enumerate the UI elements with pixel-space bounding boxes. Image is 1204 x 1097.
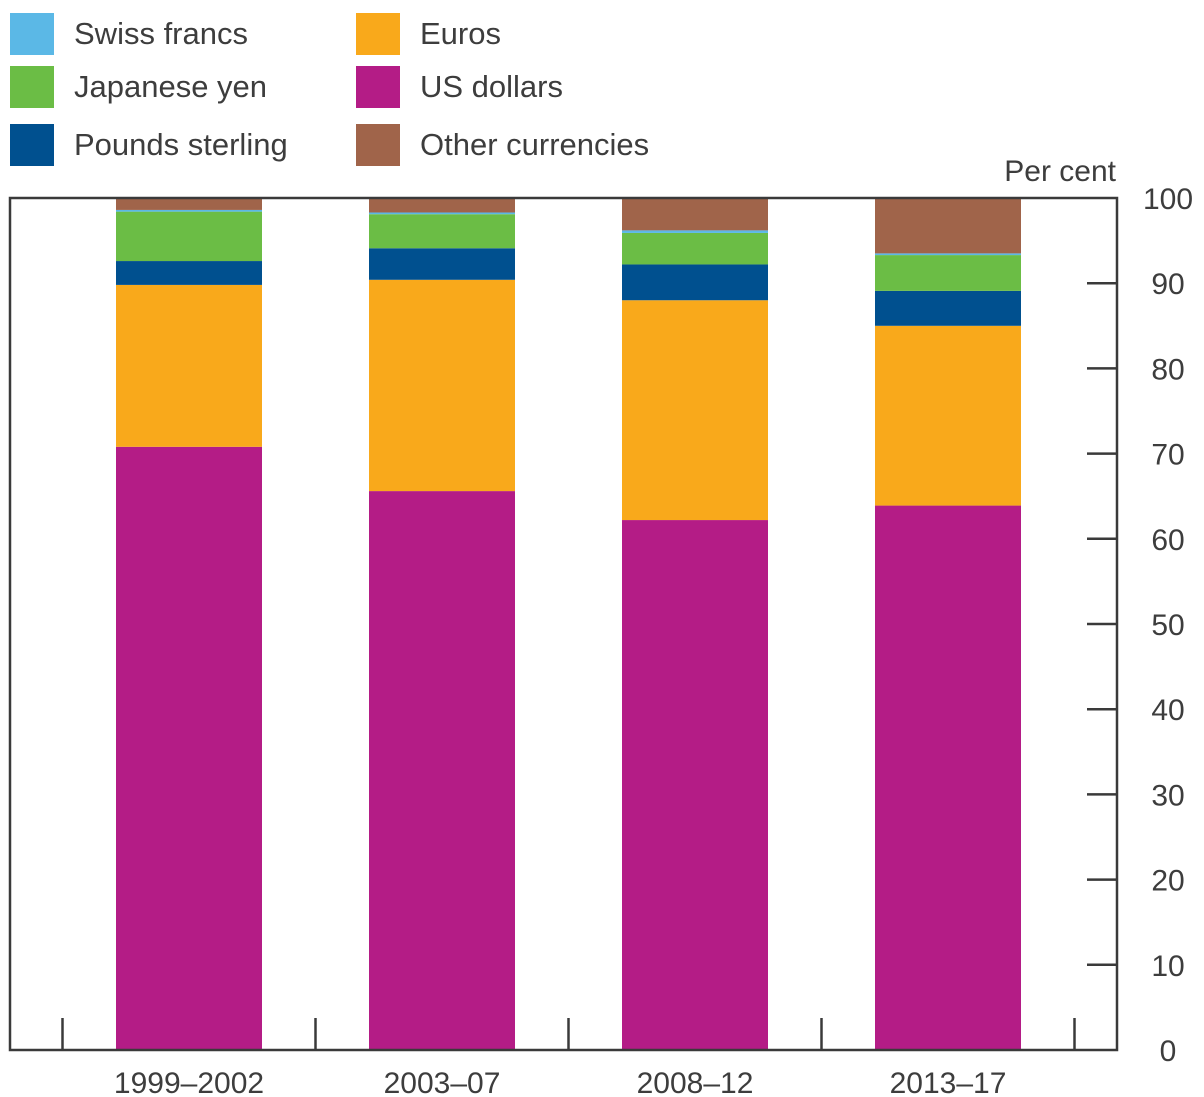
bar-segment-euros	[875, 325, 1021, 506]
y-tick-label: 0	[1160, 1035, 1177, 1068]
bar-segment-other-currencies	[369, 198, 515, 213]
bars-group	[116, 198, 1021, 1050]
y-tick-label: 50	[1151, 609, 1184, 642]
bar-segment-other-currencies	[116, 198, 262, 210]
bar-segment-swiss-francs	[116, 209, 262, 212]
y-tick-label: 80	[1151, 353, 1184, 386]
legend-swatch	[10, 66, 54, 108]
y-tick-label: 20	[1151, 865, 1184, 898]
legend-item-swiss-francs: Swiss francs	[10, 12, 248, 56]
bar-segment-swiss-francs	[369, 212, 515, 215]
x-tick-label: 1999–2002	[114, 1067, 264, 1097]
bar-segment-japanese-yen	[875, 255, 1021, 291]
x-tick-label: 2003–07	[384, 1067, 501, 1097]
legend-item-japanese-yen: Japanese yen	[10, 65, 267, 109]
legend-label: US dollars	[420, 69, 563, 104]
x-tick-label: 2008–12	[637, 1067, 754, 1097]
legend-swatch	[10, 124, 54, 166]
x-axis: 1999–2002 2003–07 2008–12 2013–17	[61, 1018, 1076, 1097]
y-tick-label: 10	[1151, 950, 1184, 983]
legend-swatch	[356, 13, 400, 55]
y-tick-label: 40	[1151, 694, 1184, 727]
bar-segment-us-dollars	[622, 520, 768, 1050]
bar-segment-pounds-sterling	[622, 264, 768, 301]
y-tick-label: 30	[1151, 779, 1184, 812]
legend-swatch	[356, 66, 400, 108]
bar-segment-pounds-sterling	[116, 261, 262, 285]
legend-swatch	[356, 124, 400, 166]
y-tick-label: 90	[1151, 268, 1184, 301]
legend-label: Japanese yen	[74, 69, 268, 104]
legend-item-us-dollars: US dollars	[356, 65, 563, 109]
bar-segment-us-dollars	[369, 491, 515, 1050]
legend-label: Swiss francs	[74, 16, 248, 51]
bar-segment-japanese-yen	[369, 214, 515, 249]
y-tick-label: 100	[1143, 183, 1193, 216]
bar-segment-euros	[369, 279, 515, 492]
bar-segment-euros	[116, 284, 262, 447]
bar-segment-swiss-francs	[875, 253, 1021, 256]
bar-segment-japanese-yen	[622, 232, 768, 265]
y-tick-label: 60	[1151, 524, 1184, 557]
bar-segment-euros	[622, 300, 768, 521]
legend-item-pounds-sterling: Pounds sterling	[10, 123, 288, 167]
x-tick-label: 2013–17	[890, 1067, 1007, 1097]
legend-item-other-currencies: Other currencies	[356, 123, 649, 167]
bar-segment-us-dollars	[875, 505, 1021, 1050]
bar-segment-swiss-francs	[622, 230, 768, 233]
legend-item-euros: Euros	[356, 12, 501, 56]
y-tick-label: 70	[1151, 439, 1184, 472]
unit-label: Per cent	[1004, 155, 1116, 188]
bar-segment-japanese-yen	[116, 211, 262, 262]
bar-segment-other-currencies	[875, 198, 1021, 254]
bar-segment-other-currencies	[622, 198, 768, 231]
legend-swatch	[10, 13, 54, 55]
legend-label: Other currencies	[420, 127, 650, 162]
bar-segment-pounds-sterling	[369, 248, 515, 280]
bar-segment-pounds-sterling	[875, 290, 1021, 326]
legend-label: Pounds sterling	[74, 127, 288, 162]
y-axis: 0 10 20 30 40 50 60 70 80 90 100	[1087, 183, 1193, 1068]
bar-segment-us-dollars	[116, 446, 262, 1050]
chart-legend: Swiss francs Euros Japanese yen US dolla…	[10, 12, 730, 172]
legend-label: Euros	[420, 16, 501, 51]
